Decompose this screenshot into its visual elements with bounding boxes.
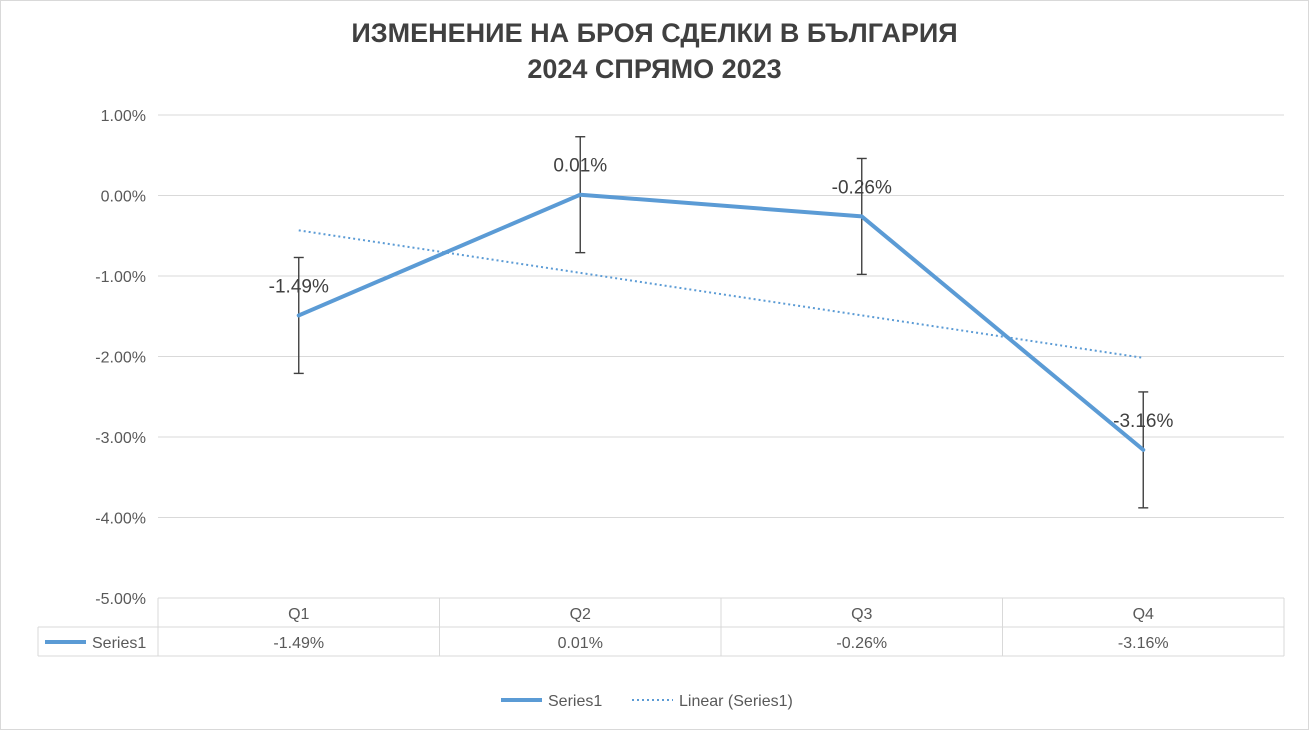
y-tick-label: -5.00%: [95, 591, 146, 608]
series-line: [296, 192, 1146, 452]
legend-label-trendline: Linear (Series1): [679, 693, 793, 710]
y-tick-label: -2.00%: [95, 350, 146, 367]
table-value-cell: -3.16%: [1118, 635, 1169, 652]
chart-title-line-2: 2024 СПРЯМО 2023: [527, 54, 782, 84]
y-tick-label: 1.00%: [101, 108, 146, 125]
category-label: Q1: [288, 606, 309, 623]
table-value-cell: -0.26%: [836, 635, 887, 652]
y-tick-label: -4.00%: [95, 511, 146, 528]
series-layer: [296, 192, 1146, 452]
data-label: -0.26%: [832, 177, 892, 198]
trendline-layer: [298, 229, 1144, 359]
category-label: Q2: [570, 606, 591, 623]
data-labels: -1.49% 0.01% -0.26% -3.16%: [269, 156, 1174, 432]
data-label: 0.01%: [553, 156, 607, 177]
y-axis-tick-labels: 1.00% 0.00% -1.00% -2.00% -3.00% -4.00% -5.00%: [95, 108, 146, 608]
data-label: -1.49%: [269, 276, 329, 297]
error-bars: [293, 136, 1149, 509]
legend: Series1 Linear (Series1): [501, 693, 793, 710]
trendline: [298, 229, 1144, 359]
y-tick-label: -1.00%: [95, 269, 146, 286]
table-value-cell: -1.49%: [273, 635, 324, 652]
data-table: Q1 -1.49% Q2 0.01% Q3 -0.26% Q4 -3.16% Series1: [37, 597, 1285, 657]
table-series-name: Series1: [92, 635, 146, 652]
legend-label-series1: Series1: [548, 693, 602, 710]
table-value-cell: 0.01%: [558, 635, 603, 652]
y-tick-label: -3.00%: [95, 430, 146, 447]
gridlines: [158, 114, 1284, 518]
chart-title-line-1: ИЗМЕНЕНИЕ НА БРОЯ СДЕЛКИ В БЪЛГАРИЯ: [351, 18, 958, 48]
y-tick-label: 0.00%: [101, 189, 146, 206]
data-label: -3.16%: [1113, 411, 1173, 432]
category-label: Q3: [851, 606, 872, 623]
category-label: Q4: [1133, 606, 1154, 623]
